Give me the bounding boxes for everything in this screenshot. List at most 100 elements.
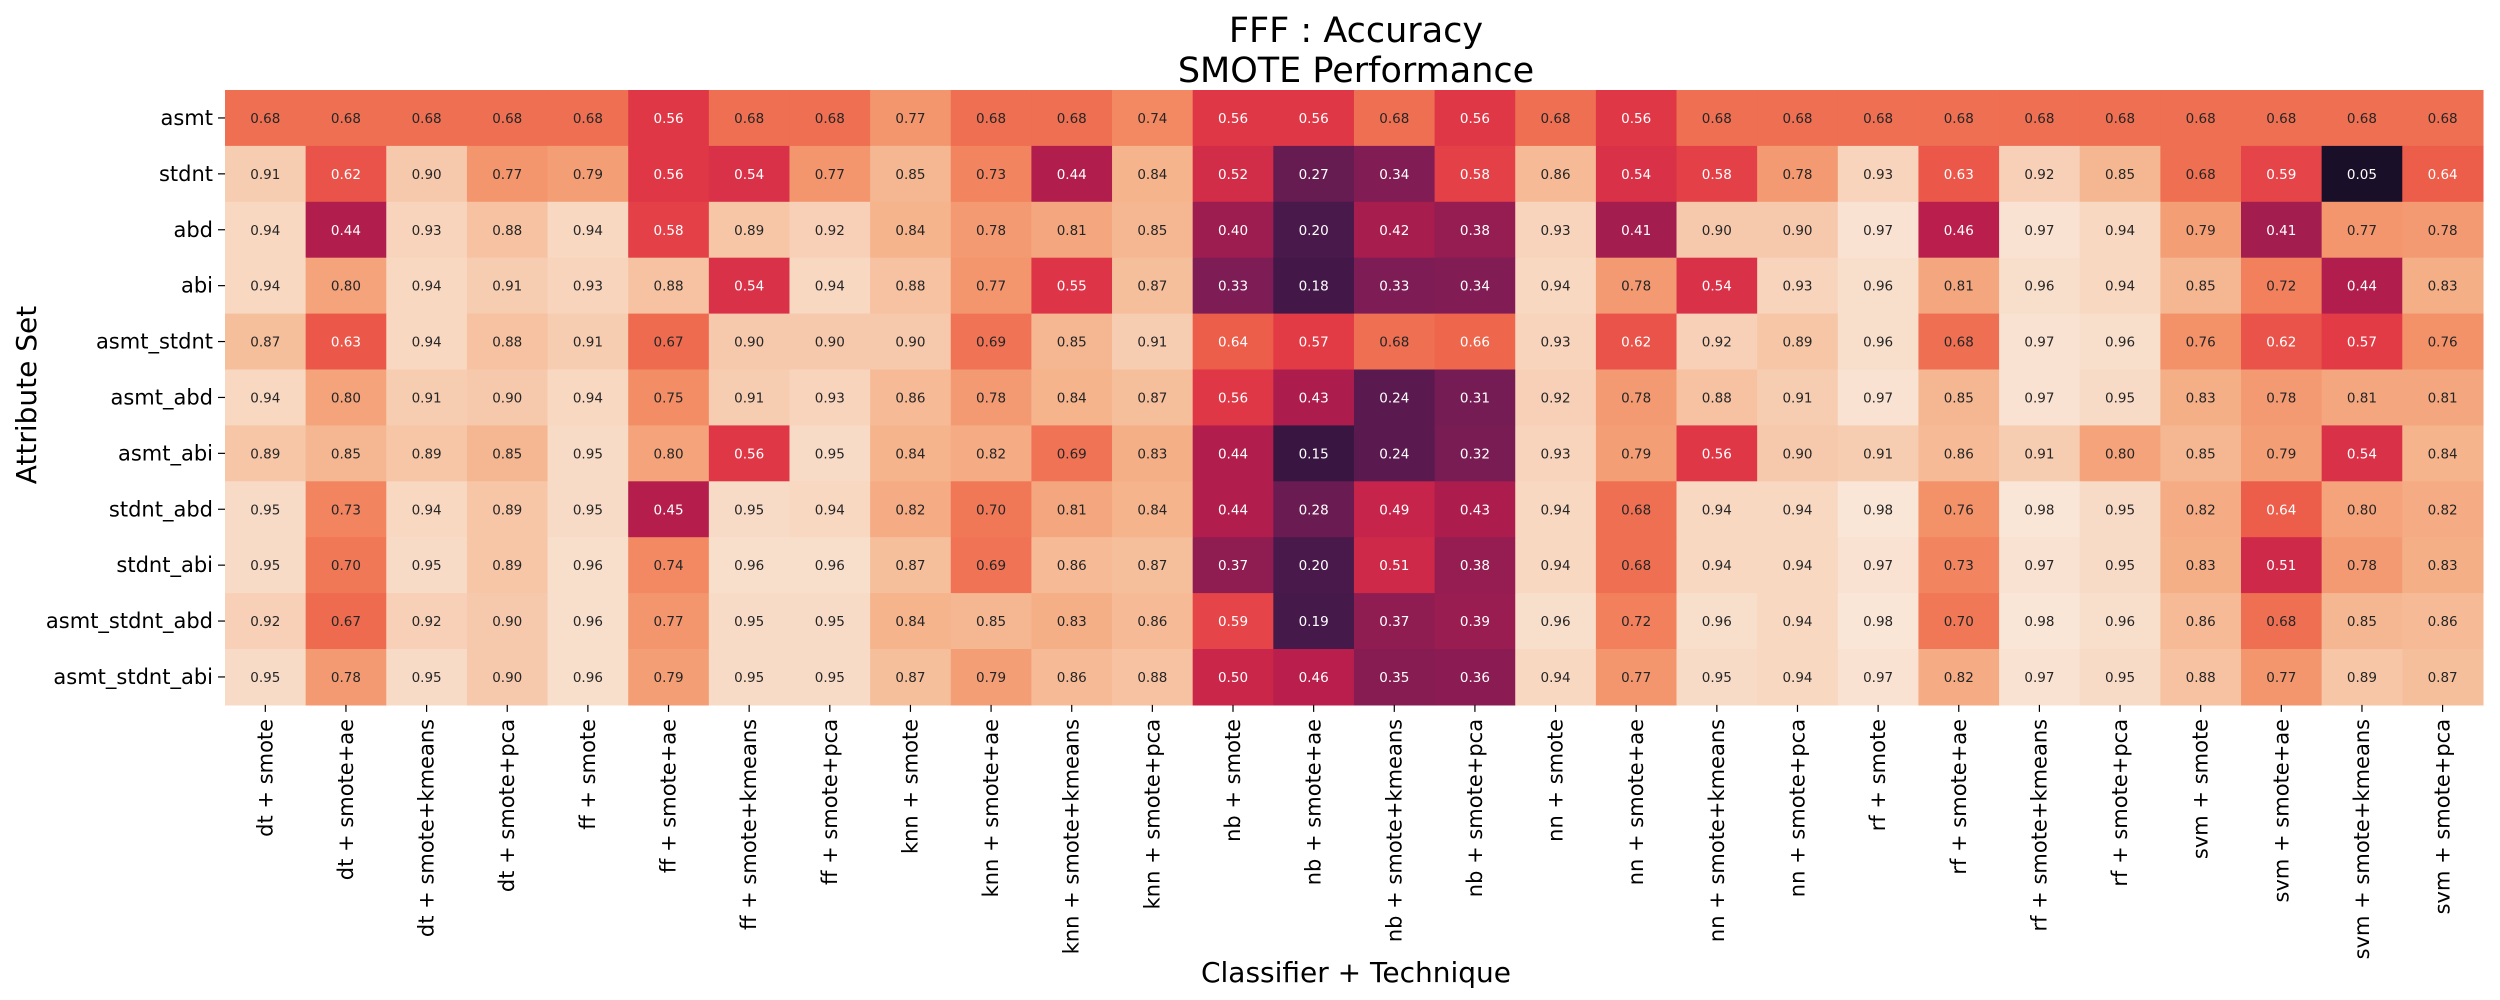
- cell-value-label: 0.24: [1379, 446, 1409, 462]
- cell-value-label: 0.38: [1460, 223, 1490, 239]
- heatmap-cell: [789, 369, 871, 426]
- heatmap-cell: [1273, 649, 1355, 706]
- heatmap-cell: [1515, 593, 1597, 650]
- heatmap-cell: [2160, 537, 2242, 594]
- cell-value-label: 0.80: [653, 446, 683, 462]
- heatmap-cell: [1192, 425, 1274, 482]
- cell-value-label: 0.64: [2428, 167, 2458, 183]
- cell-value-label: 0.86: [1137, 614, 1167, 630]
- cell-value-label: 0.56: [1299, 111, 1329, 127]
- cell-value-label: 0.15: [1299, 446, 1329, 462]
- y-tick-label: asmt: [161, 106, 214, 130]
- heatmap-cell: [1192, 369, 1274, 426]
- heatmap-cell: [708, 481, 791, 538]
- cell-value-label: 0.64: [2266, 502, 2296, 518]
- cell-value-label: 0.89: [492, 502, 522, 518]
- heatmap-cell: [2160, 425, 2242, 482]
- heatmap-cell: [1999, 649, 2081, 706]
- cell-value-label: 0.72: [1621, 614, 1651, 630]
- heatmap-cell: [305, 145, 387, 203]
- heatmap-cell: [1192, 649, 1274, 706]
- cell-value-label: 0.54: [1621, 167, 1651, 183]
- heatmap-cell: [305, 201, 387, 259]
- cell-value-label: 0.36: [1460, 670, 1490, 686]
- heatmap-cell: [1434, 257, 1516, 315]
- y-tick-label: stdnt: [159, 162, 213, 186]
- heatmap-cell: [1192, 481, 1274, 538]
- x-tick-label: dt + smote+kmeans: [415, 719, 439, 937]
- cell-value-label: 0.56: [1460, 111, 1490, 127]
- cell-value-label: 0.78: [2266, 390, 2296, 406]
- cell-value-label: 0.90: [492, 614, 522, 630]
- heatmap-cell: [1031, 145, 1113, 203]
- heatmap-cell: [386, 593, 468, 650]
- cell-value-label: 0.68: [1944, 111, 1974, 127]
- heatmap-cell: [2079, 425, 2161, 482]
- x-tick-label: ff + smote: [576, 719, 600, 830]
- heatmap-cell: [870, 201, 952, 259]
- cell-value-label: 0.41: [2266, 223, 2296, 239]
- heatmap-cell: [1515, 649, 1597, 706]
- cell-value-label: 0.35: [1379, 670, 1409, 686]
- cell-value-label: 0.97: [1863, 390, 1893, 406]
- heatmap-cell: [1837, 537, 1920, 594]
- heatmap-cell: [547, 649, 629, 706]
- cell-value-label: 0.69: [976, 335, 1006, 351]
- heatmap-cell: [870, 145, 952, 203]
- cell-value-label: 0.87: [895, 558, 925, 574]
- cell-value-label: 0.51: [2266, 558, 2296, 574]
- heatmap-cell: [789, 481, 871, 538]
- cell-value-label: 0.45: [653, 502, 683, 518]
- cell-value-label: 0.85: [492, 446, 522, 462]
- cell-value-label: 0.94: [1541, 670, 1571, 686]
- cell-value-label: 0.96: [573, 670, 603, 686]
- heatmap-cell: [1999, 145, 2081, 203]
- cell-value-label: 0.67: [331, 614, 361, 630]
- heatmap-cell: [2321, 90, 2403, 147]
- cell-value-label: 0.94: [573, 223, 603, 239]
- cell-value-label: 0.86: [1541, 167, 1571, 183]
- heatmap-cell: [386, 537, 468, 594]
- heatmap-cell: [628, 257, 710, 315]
- heatmap-cell: [305, 369, 387, 426]
- cell-value-label: 0.92: [1702, 335, 1732, 351]
- cell-value-label: 0.82: [2428, 502, 2458, 518]
- heatmap-cell: [1273, 90, 1355, 147]
- cell-value-label: 0.95: [412, 670, 442, 686]
- cell-value-label: 0.89: [2347, 670, 2377, 686]
- cell-value-label: 0.82: [2186, 502, 2216, 518]
- cell-value-label: 0.93: [1863, 167, 1893, 183]
- heatmap-cell: [1918, 90, 2000, 147]
- heatmap-cell: [1837, 425, 1920, 482]
- cell-value-label: 0.27: [1299, 167, 1329, 183]
- cell-value-label: 0.79: [653, 670, 683, 686]
- cell-value-label: 0.05: [2347, 167, 2377, 183]
- heatmap-cell: [1515, 537, 1597, 594]
- heatmap-cell: [1353, 537, 1436, 594]
- cell-value-label: 0.95: [412, 558, 442, 574]
- cell-value-label: 0.68: [573, 111, 603, 127]
- cell-value-label: 0.92: [2024, 167, 2054, 183]
- cell-value-label: 0.62: [1621, 335, 1651, 351]
- heatmap-cell: [225, 369, 307, 426]
- cell-value-label: 0.96: [815, 558, 845, 574]
- heatmap-cell: [466, 313, 549, 371]
- cell-value-label: 0.56: [653, 111, 683, 127]
- heatmap-cell: [1353, 145, 1436, 203]
- y-tick-label: abd: [173, 218, 213, 242]
- cell-value-label: 0.78: [976, 390, 1006, 406]
- heatmap-cell: [1837, 90, 1920, 147]
- cell-value-label: 0.95: [573, 502, 603, 518]
- heatmap-cell: [2321, 201, 2403, 259]
- cell-value-label: 0.88: [2186, 670, 2216, 686]
- cell-value-label: 0.68: [1944, 335, 1974, 351]
- cell-value-label: 0.84: [895, 614, 925, 630]
- heatmap-cell: [2241, 369, 2323, 426]
- cell-value-label: 0.78: [1621, 390, 1651, 406]
- heatmap-cell: [1192, 201, 1274, 259]
- cell-value-label: 0.77: [976, 279, 1006, 295]
- cell-value-label: 0.84: [2428, 446, 2458, 462]
- cell-value-label: 0.70: [976, 502, 1006, 518]
- heatmap-cell: [1353, 593, 1436, 650]
- cell-value-label: 0.85: [1137, 223, 1167, 239]
